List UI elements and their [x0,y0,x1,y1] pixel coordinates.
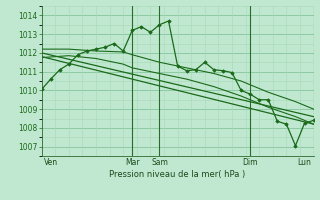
Text: Ven: Ven [44,158,58,167]
X-axis label: Pression niveau de la mer( hPa ): Pression niveau de la mer( hPa ) [109,170,246,179]
Text: Mar: Mar [125,158,140,167]
Text: Dim: Dim [242,158,258,167]
Text: Sam: Sam [151,158,168,167]
Text: Lun: Lun [298,158,311,167]
